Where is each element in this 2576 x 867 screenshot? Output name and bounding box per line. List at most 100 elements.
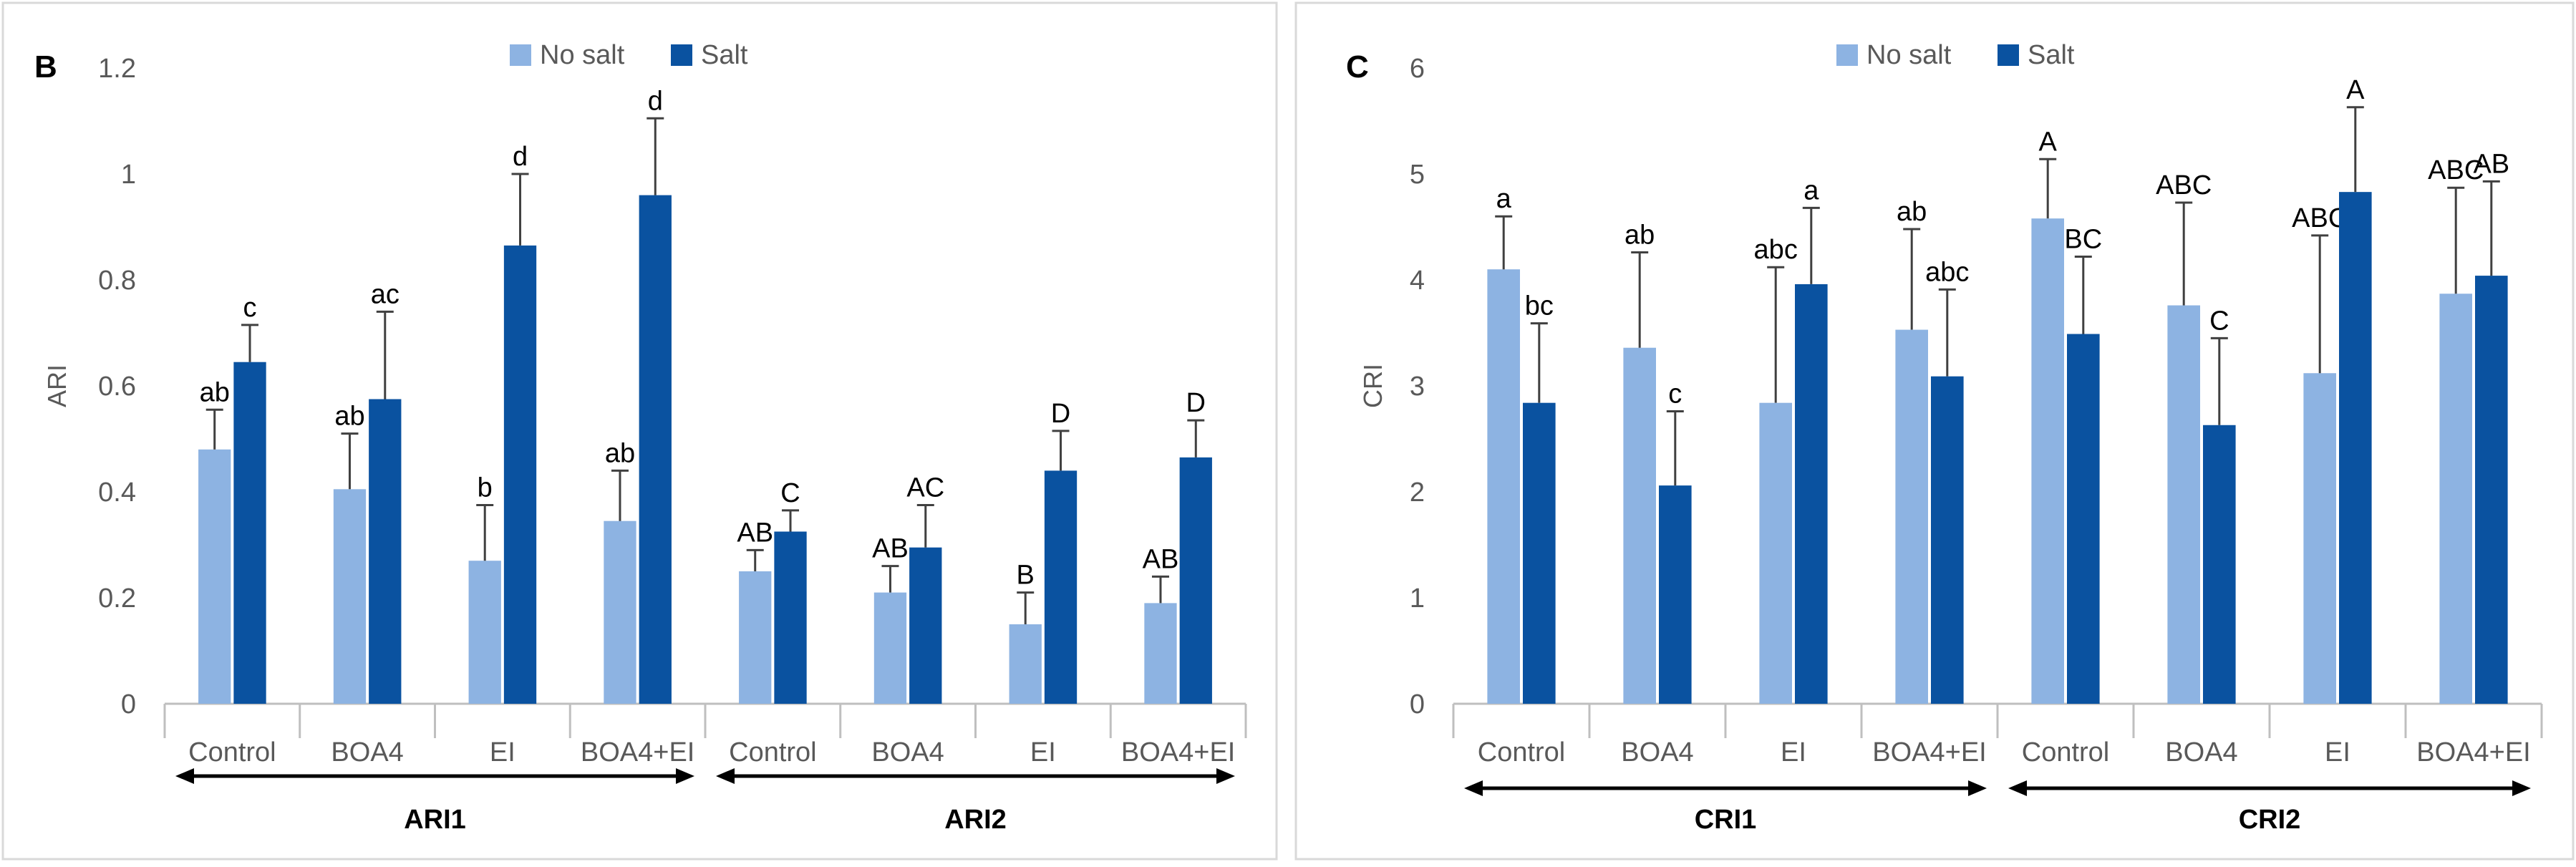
panel-b-legend-label-salt: Salt — [701, 40, 748, 70]
panel-c-bar-salt — [1523, 402, 1556, 704]
panel-c-bar-no-salt — [2167, 305, 2200, 704]
panel-c-group-arrow-right-head — [1968, 780, 1987, 796]
panel-b-group-arrow-left-head — [175, 768, 194, 784]
panel-c-category-label: BOA4 — [2165, 737, 2237, 767]
panel-b-bar-no-salt — [333, 489, 367, 704]
panel-c-category-label: Control — [1478, 737, 1566, 767]
panel-c-group-arrow-left-head — [1464, 780, 1483, 796]
panel-c-y-tick-label: 5 — [1410, 160, 1425, 190]
panel-b-bar-no-salt — [1009, 624, 1042, 704]
panel-c-group-arrow-left-head — [2008, 780, 2027, 796]
panel-c-significance-label: a — [1496, 184, 1512, 214]
panel-c-y-tick-label: 4 — [1410, 266, 1425, 296]
panel-b-group-arrow-right-head — [676, 768, 694, 784]
panel-c-bar-no-salt — [1487, 269, 1520, 704]
panel-c-legend-label-salt: Salt — [2028, 40, 2075, 70]
panel-c-bar-salt — [2339, 192, 2372, 704]
panel-b-letter: B — [34, 49, 57, 84]
panel-b-bar-no-salt — [873, 592, 907, 704]
panel-c-legend-swatch-no-salt — [1836, 44, 1858, 66]
panel-b-significance-label: AB — [872, 534, 909, 564]
panel-b-significance-label: ac — [371, 279, 400, 309]
panel-c-y-tick-label: 2 — [1410, 478, 1425, 508]
panel-c-group-label: CRI1 — [1695, 805, 1757, 835]
panel-b-category-label: BOA4 — [871, 737, 944, 767]
panel-c-bar-no-salt — [2439, 294, 2472, 704]
panel-c-significance-label: c — [1668, 379, 1682, 410]
panel-b-category-label: BOA4+EI — [581, 737, 694, 767]
panel-b-significance-label: ab — [200, 377, 230, 407]
panel-b-significance-label: ab — [334, 402, 364, 432]
panel-b-y-tick-label: 0.4 — [98, 478, 136, 508]
panel-b-category-label: BOA4 — [331, 737, 403, 767]
panel-c-significance-label: ABC — [2156, 170, 2212, 200]
panel-c-bar-salt — [1659, 485, 1692, 704]
panel-b-bar-salt — [909, 547, 942, 704]
panel-b-legend-swatch-no-salt — [510, 44, 531, 66]
panel-b-bar-salt — [1179, 457, 1212, 704]
panel-b-y-tick-label: 0 — [121, 689, 136, 720]
panel-c-bar-no-salt — [2303, 373, 2336, 704]
panel-c-y-tick-label: 0 — [1410, 689, 1425, 720]
panel-c-y-tick-label: 3 — [1410, 372, 1425, 402]
panel-c-significance-label: abc — [1925, 257, 1969, 287]
panel-c-bar-salt — [2203, 425, 2236, 704]
panel-b-y-tick-label: 1 — [121, 160, 136, 190]
panel-b-bar-salt — [503, 245, 537, 704]
panel-c-legend-swatch-salt — [1998, 44, 2019, 66]
panel-c-significance-label: ABC — [2292, 203, 2348, 233]
panel-c-bar-salt — [1931, 376, 1964, 704]
panel-b-bar-salt — [1044, 470, 1078, 704]
panel-b-y-tick-label: 0.8 — [98, 266, 136, 296]
panel-c-bar-salt — [2475, 276, 2508, 704]
panel-c-category-label: EI — [2325, 737, 2350, 767]
panel-b-significance-label: d — [648, 86, 663, 116]
panel-b-y-tick-label: 1.2 — [98, 54, 136, 84]
panel-c-significance-label: ABC — [2428, 155, 2484, 185]
panel-c-y-axis-label: CRI — [1358, 364, 1388, 408]
panel-c-letter: C — [1346, 49, 1369, 84]
panel-c-bar-salt — [2067, 334, 2100, 704]
panel-b-bar-salt — [774, 531, 807, 704]
panel-b-significance-label: c — [243, 293, 257, 323]
panel-c-significance-label: AB — [2473, 149, 2509, 179]
panel-c-category-label: BOA4+EI — [1872, 737, 1986, 767]
panel-b-significance-label: b — [478, 473, 493, 503]
panel-c-group-arrow-right-head — [2512, 780, 2531, 796]
panel-b-category-label: EI — [1030, 737, 1056, 767]
panel-b-group-arrow-left-head — [716, 768, 735, 784]
panel-c-category-label: EI — [1781, 737, 1806, 767]
panel-b-group-arrow-right-head — [1216, 768, 1235, 784]
panel-c-category-label: BOA4+EI — [2416, 737, 2530, 767]
panel-b-y-tick-label: 0.2 — [98, 583, 136, 614]
panel-b-significance-label: AB — [1143, 544, 1179, 574]
panel-b-bar-no-salt — [198, 449, 231, 704]
panel-b-significance-label: AC — [906, 473, 944, 503]
panel-b-category-label: Control — [188, 737, 276, 767]
panel-c-bar-no-salt — [1623, 347, 1656, 704]
panel-c-significance-label: abc — [1754, 235, 1798, 265]
panel-b-bar-no-salt — [1144, 603, 1177, 704]
panel-c-significance-label: ab — [1897, 197, 1927, 227]
panel-b-legend-label-no-salt: No salt — [540, 40, 625, 70]
panel-b-bar-no-salt — [739, 571, 772, 704]
panel-b-group-label: ARI1 — [404, 805, 466, 835]
panel-c-bar-no-salt — [1895, 329, 1928, 704]
panel-c-significance-label: C — [2209, 306, 2229, 336]
panel-b-category-label: BOA4+EI — [1121, 737, 1235, 767]
panel-c-bar-salt — [1795, 284, 1828, 704]
panel-c-y-tick-label: 6 — [1410, 54, 1425, 84]
panel-b-y-tick-label: 0.6 — [98, 372, 136, 402]
panel-b-legend-swatch-salt — [671, 44, 692, 66]
panel-b-significance-label: AB — [737, 518, 773, 548]
panel-b-y-axis-label: ARI — [42, 364, 72, 407]
panel-c-significance-label: a — [1803, 175, 1819, 205]
panel-b-significance-label: B — [1017, 561, 1035, 591]
panel-c-bar-no-salt — [2031, 218, 2064, 704]
panel-c-significance-label: ab — [1624, 221, 1655, 251]
panel-c-significance-label: A — [2346, 75, 2365, 105]
panel-c-significance-label: A — [2039, 127, 2058, 157]
panel-b-group-label: ARI2 — [944, 805, 1007, 835]
panel-b-bar-salt — [369, 399, 402, 704]
